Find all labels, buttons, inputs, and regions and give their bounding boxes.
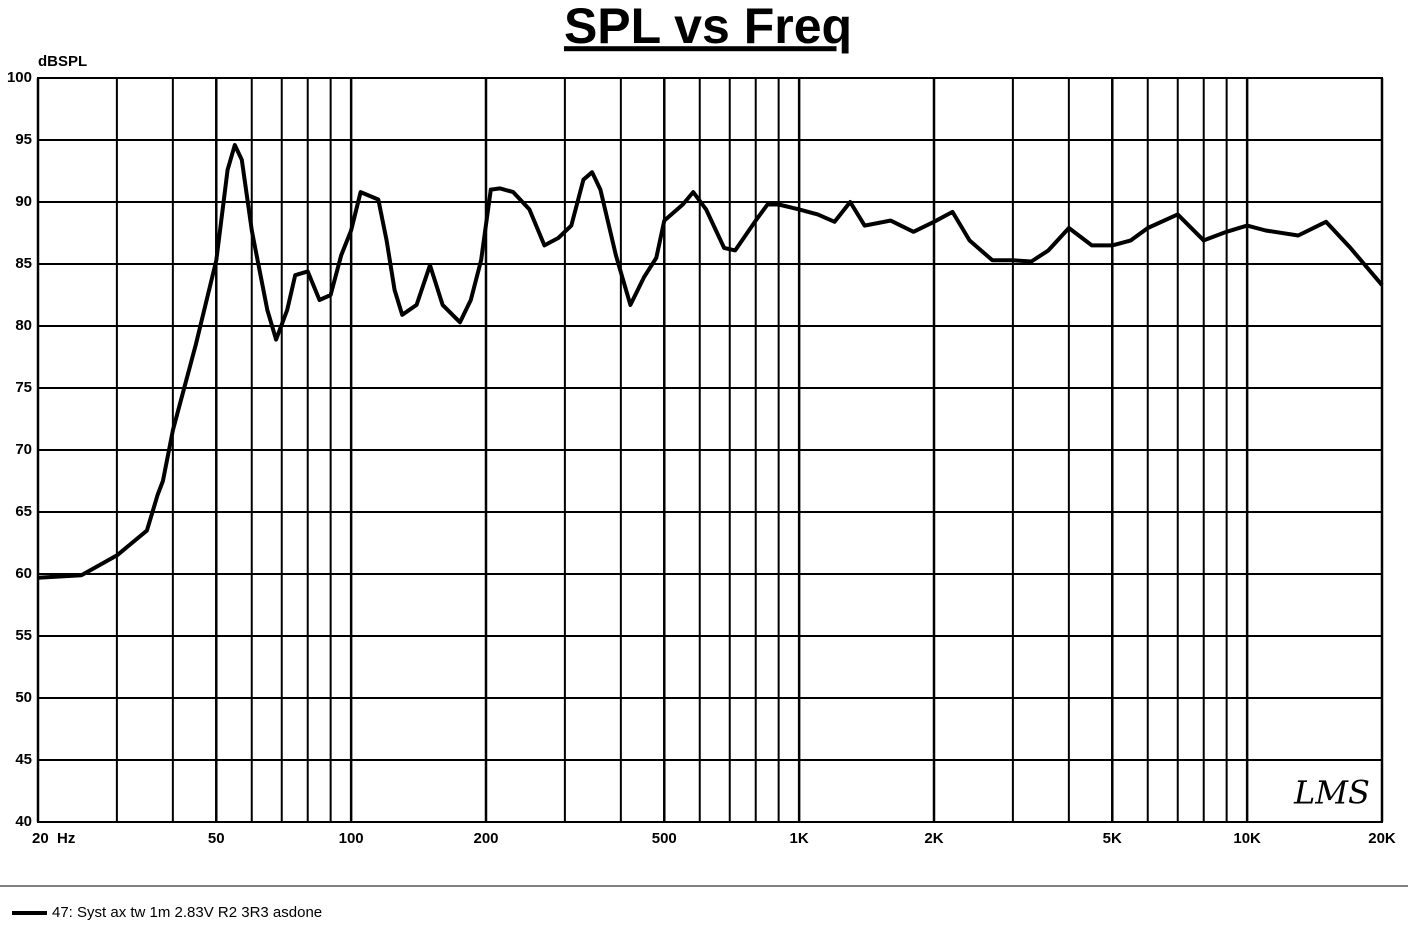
series-line [37,143,1384,580]
y-tick-label: 70 [15,441,32,458]
y-tick-label: 80 [15,317,32,334]
y-tick-label: 65 [15,503,32,520]
y-tick-label: 95 [15,131,32,148]
y-tick-label: 90 [15,193,32,210]
x-tick-label: 2K [924,830,943,847]
watermark: LMS [1293,774,1370,812]
x-tick-label: 5K [1103,830,1122,847]
x-tick-label: 100 [339,830,364,847]
x-tick-label: 200 [473,830,498,847]
y-tick-label: 40 [15,813,32,830]
y-tick-label: 45 [15,751,32,768]
y-tick-label: 55 [15,627,32,644]
y-tick-label: 100 [7,69,32,86]
y-tick-label: 75 [15,379,32,396]
legend-label: 47: Syst ax tw 1m 2.83V R2 3R3 asdone [52,904,322,921]
x-tick-label: 50 [208,830,225,847]
y-tick-label: 50 [15,689,32,706]
x-tick-label: 20 Hz [32,830,75,847]
x-tick-label: 20K [1368,830,1396,847]
chart-title: SPL vs Freq [564,0,852,54]
y-axis-label: dBSPL [38,53,87,70]
plot-frame [37,77,1383,823]
x-tick-label: 500 [652,830,677,847]
x-tick-label: 10K [1233,830,1261,847]
y-tick-label: 85 [15,255,32,272]
y-tick-label: 60 [15,565,32,582]
x-tick-label: 1K [790,830,809,847]
